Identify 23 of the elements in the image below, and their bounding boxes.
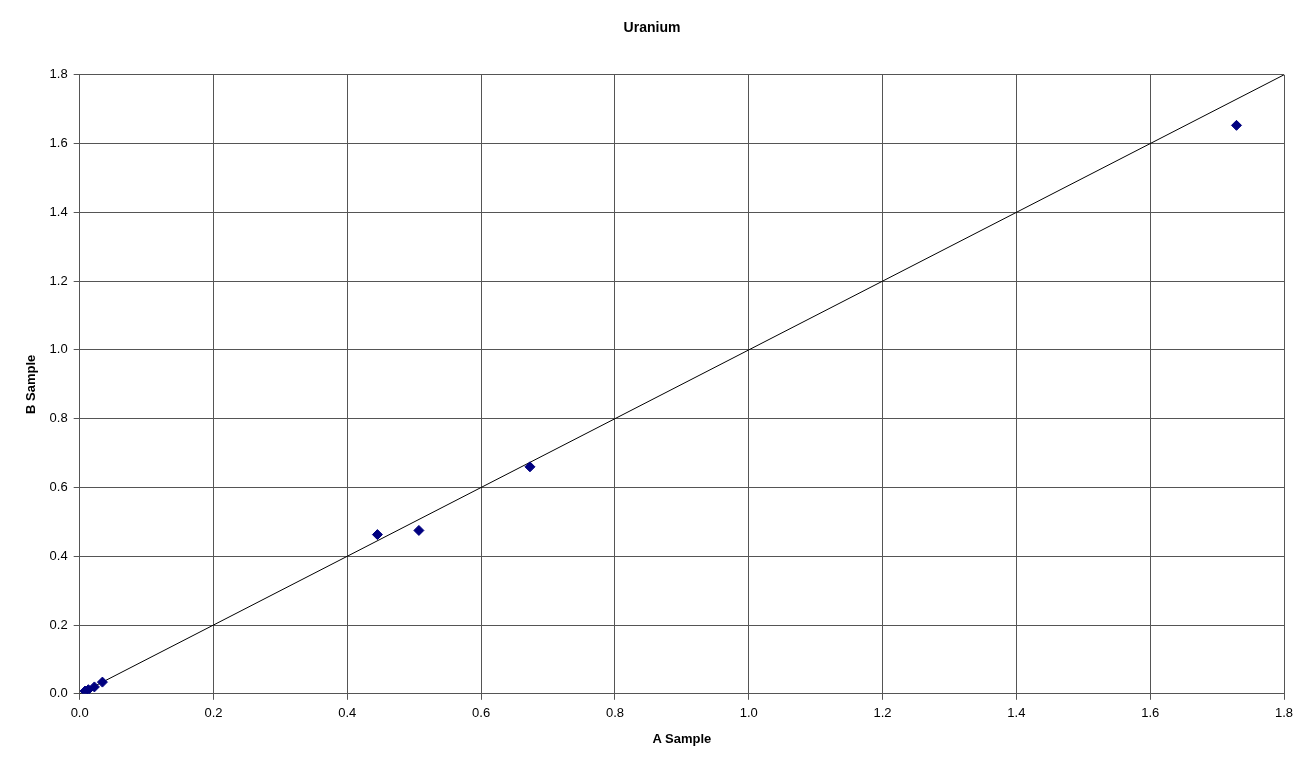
y-tick-label: 1.0: [49, 341, 68, 357]
y-tick-label: 1.4: [49, 203, 68, 219]
x-tick-label: 0.6: [472, 705, 491, 721]
x-tick-label: 1.6: [1141, 705, 1160, 721]
y-axis-title: B Sample: [23, 354, 39, 414]
x-tick-label: 0.2: [204, 705, 223, 721]
y-tick-label: 1.6: [49, 135, 68, 151]
y-tick-label: 0.4: [49, 547, 68, 563]
x-tick-label: 0.8: [605, 705, 624, 721]
x-tick-label: 1.2: [873, 705, 892, 721]
x-tick-label: 1.8: [1274, 705, 1294, 721]
x-tick-label: 1.0: [739, 705, 758, 721]
x-axis-title: A Sample: [652, 730, 712, 746]
x-tick-label: 0.0: [70, 705, 89, 721]
chart-title: Uranium: [623, 19, 681, 36]
y-tick-label: 1.2: [49, 272, 68, 288]
y-tick-label: 1.8: [49, 66, 68, 82]
x-tick-label: 0.4: [338, 705, 357, 721]
y-tick-label: 0.2: [49, 616, 68, 632]
y-tick-label: 0.8: [49, 410, 68, 426]
y-tick-label: 0.0: [49, 685, 68, 701]
y-tick-label: 0.6: [49, 479, 68, 495]
x-tick-label: 1.4: [1007, 705, 1026, 721]
